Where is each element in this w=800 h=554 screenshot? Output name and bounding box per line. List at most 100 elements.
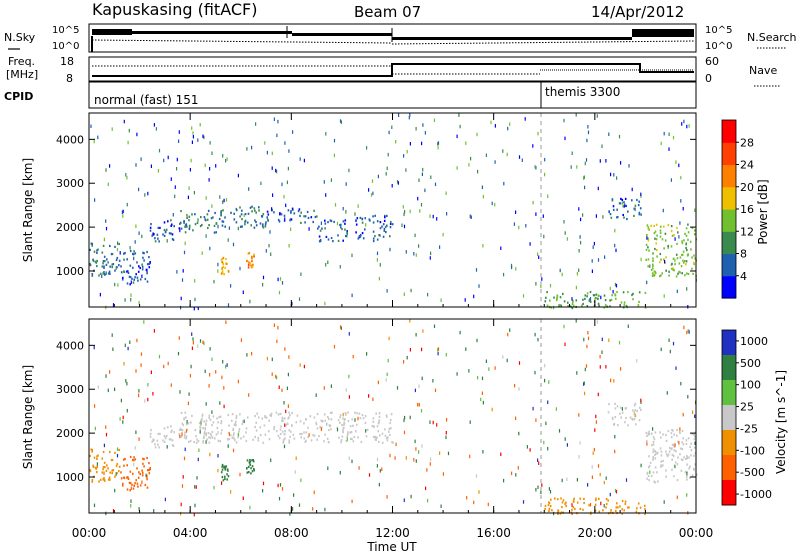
power-cell-r11 [610,216,613,219]
power-cell-r0 [115,258,118,262]
velocity-cell-r2 [158,446,160,449]
power-scatter-cell [502,149,504,153]
velocity-cell-r8 [654,431,657,434]
power-scatter-cell [660,141,662,146]
power-cell-r10 [627,291,629,294]
power-cell-r10 [588,299,591,302]
power-cell-r1 [121,278,124,281]
velocity-scatter-cell [111,333,113,337]
power-cell-r4 [233,212,235,215]
velocity-cell-r3 [185,416,187,419]
velocity-scatter-cell [618,340,621,345]
velocity-cell-r6 [572,506,575,509]
velocity-cell-r8 [654,449,656,453]
velocity-cell-r3 [203,432,206,435]
power-cell-r10 [632,298,634,301]
velocity-cell-r3 [284,430,286,433]
power-cell-r12 [665,256,667,259]
velocity-cell-r8 [686,456,689,459]
power-scatter-cell [101,274,103,278]
power-cell-r12 [671,234,674,237]
power-scatter-cell [209,246,211,251]
power-cell-r10 [604,303,607,307]
velocity-cell-r3 [264,433,267,436]
power-scatter-cell [351,253,353,258]
power-cell-r4 [241,218,243,221]
velocity-scatter-cell [386,372,388,377]
power-scatter-cell [563,118,565,123]
velocity-cell-r2 [156,439,159,442]
velocity-colorbar-tick-label: -1000 [740,488,772,501]
power-scatter-cell [482,244,484,248]
power-cell-r0 [106,258,108,261]
velocity-cell-r3 [196,438,198,441]
power-scatter-cell [522,294,525,298]
power-cell-r11 [633,214,635,217]
power-scatter-cell [518,225,520,230]
velocity-scatter-cell [284,423,286,427]
velocity-scatter-cell [368,394,370,398]
power-scatter-cell [421,141,423,146]
velocity-cell-r8 [662,433,664,436]
power-scatter-cell [124,298,126,302]
power-cell-r2 [170,224,172,227]
velocity-cell-r0 [102,478,104,481]
velocity-cell-r7 [638,419,641,422]
velocity-scatter-cell [389,453,391,458]
power-scatter-cell [125,173,127,177]
velocity-cell-r7 [617,424,619,427]
velocity-scatter-cell [117,447,119,451]
power-cell-r7 [361,232,364,235]
power-cell-r5 [287,209,290,212]
power-cell-r12 [668,274,670,277]
velocity-cell-r3 [216,417,218,420]
power-cell-r3 [191,213,193,216]
power-cell-r7 [364,217,367,220]
velocity-scatter-cell [583,337,585,342]
velocity-scatter-cell [158,354,161,359]
velocity-scatter-cell [592,451,594,455]
velocity-scatter-cell [576,478,578,482]
velocity-scatter-cell [270,458,272,462]
velocity-cell-r3 [293,437,296,440]
power-cell-r12 [685,234,688,237]
power-scatter-cell [303,158,305,163]
power-cell-r12 [652,263,654,266]
velocity-cell-r2 [171,439,174,442]
power-scatter-cell [599,159,601,163]
velocity-cell-r6 [595,499,597,502]
velocity-scatter-cell [595,414,597,419]
velocity-cell-r4 [223,466,225,469]
cpid-program-1: normal (fast) 151 [94,93,198,107]
power-cell-r6 [330,236,333,240]
velocity-cell-r0 [118,448,120,452]
power-cell-r2 [168,232,171,235]
power-scatter-cell [525,224,527,228]
velocity-cell-r8 [681,458,684,462]
power-cell-r4 [246,221,249,224]
velocity-cell-r2 [154,446,157,449]
velocity-cell-r8 [670,432,673,435]
power-cell-r7 [385,231,387,234]
velocity-scatter-cell [415,459,417,463]
velocity-cell-r6 [605,506,607,509]
power-cell-r6 [341,228,343,231]
velocity-cell-r3 [235,414,238,418]
velocity-cell-r6 [557,509,560,512]
power-cell-r4 [239,225,242,228]
velocity-cell-r6 [624,500,627,503]
velocity-cell-r3 [279,412,282,415]
velocity-scatter-cell [249,505,251,510]
power-cell-r7 [364,228,366,231]
velocity-scatter-cell [199,339,202,343]
power-scatter-cell [387,152,389,157]
power-cell-r12 [694,257,696,260]
velocity-cell-r5 [248,461,251,464]
power-scatter-cell [586,138,588,143]
power-cell-r6 [318,225,320,228]
velocity-scatter-cell [575,319,577,323]
power-scatter-cell [446,212,448,216]
velocity-cell-r7 [621,411,624,414]
power-scatter-cell [209,141,211,145]
power-cell-r5 [304,215,307,218]
